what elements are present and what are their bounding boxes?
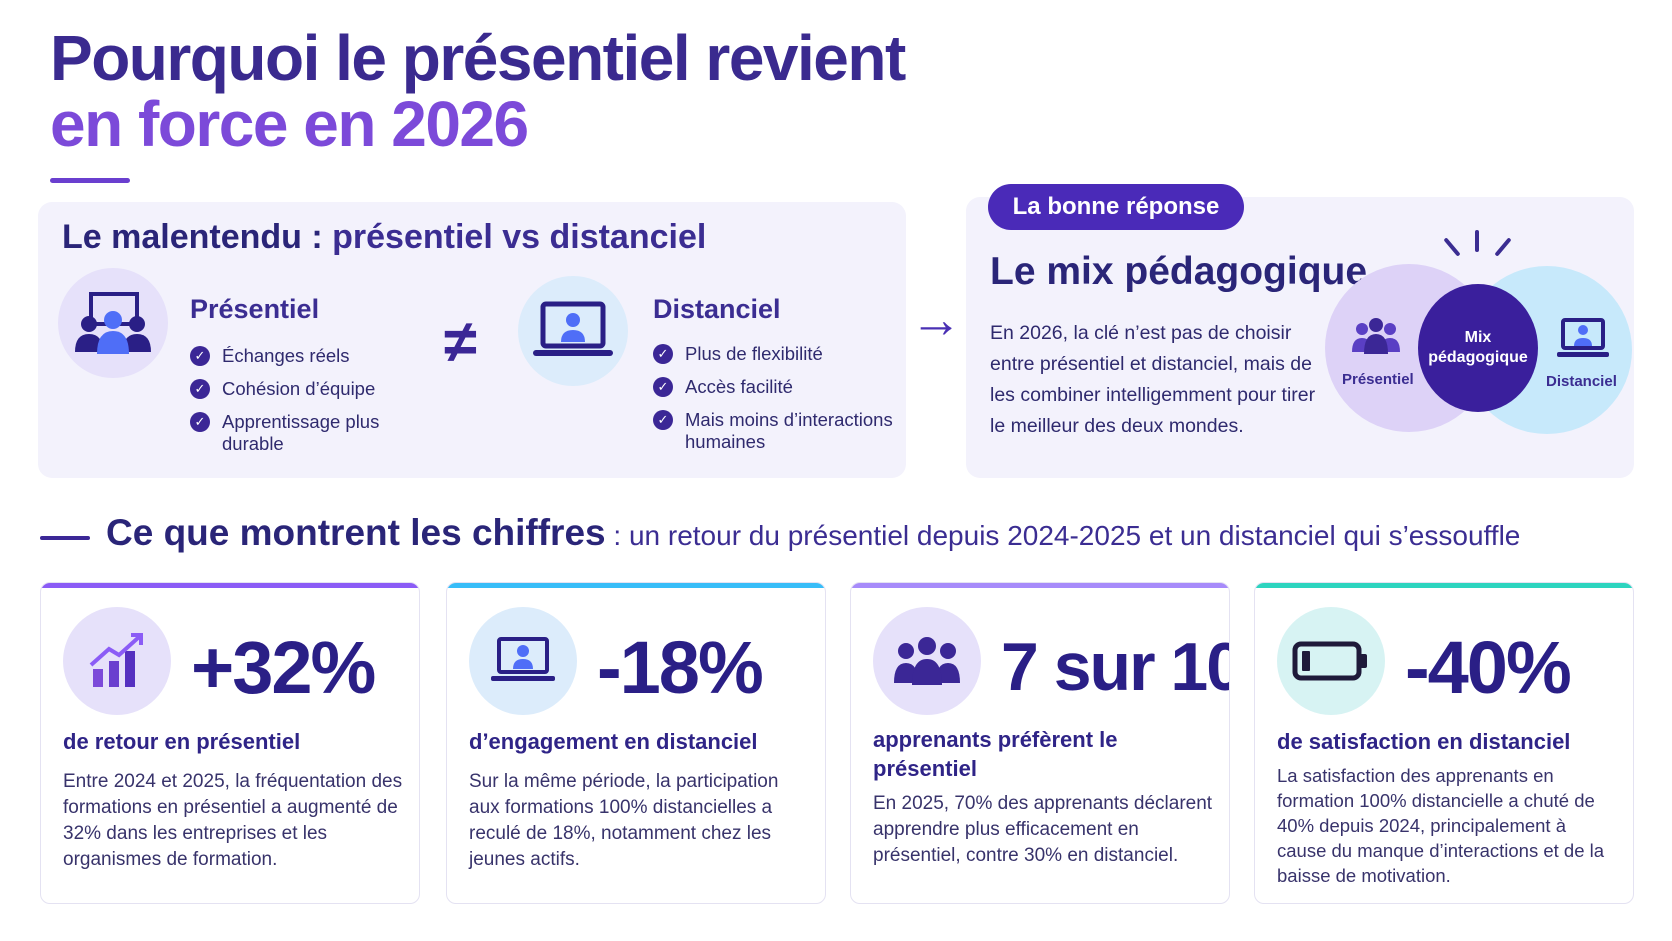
section-title-strong: Ce que montrent les chiffres [106, 512, 606, 553]
list-item: ✓ Cohésion d’équipe [190, 378, 430, 400]
card-accent-bar [41, 583, 419, 588]
check-icon: ✓ [653, 410, 673, 430]
stat-label: d’engagement en distanciel [469, 729, 758, 754]
presentiel-list: ✓ Échanges réels ✓ Cohésion d’équipe ✓ Appr… [190, 345, 430, 466]
stat-description: En 2025, 70% des apprenants déclarent ap… [873, 793, 1213, 866]
card-accent-bar [447, 583, 825, 588]
list-item: ✓ Mais moins d’interactions humaines [653, 409, 893, 453]
stat-description: Sur la même période, la participation au… [469, 771, 779, 870]
stat-icon-circle [1277, 607, 1385, 715]
growth-chart-icon [89, 633, 143, 687]
page-title-line-2: en force en 2026 [50, 88, 529, 160]
section-title: Ce que montrent les chiffres : un retour… [106, 512, 1520, 554]
stat-icon-circle [873, 607, 981, 715]
list-item: ✓ Apprentissage plus durable [190, 411, 430, 455]
group-people-icon [75, 292, 151, 354]
stat-value: +32% [191, 626, 376, 709]
malentendu-title-strong: Le malentendu : [62, 218, 323, 256]
section-dash [40, 536, 90, 540]
list-item: ✓ Accès facilité [653, 376, 893, 398]
check-icon: ✓ [190, 412, 210, 432]
distanciel-heading: Distanciel [653, 294, 781, 324]
distanciel-list: ✓ Plus de flexibilité ✓ Accès facilité ✓ Ma… [653, 343, 893, 464]
laptop-user-icon [533, 301, 613, 356]
mix-description: En 2026, la clé n’est pas de choisir ent… [990, 322, 1316, 437]
list-item: ✓ Plus de flexibilité [653, 343, 893, 365]
laptop-user-icon [1557, 318, 1609, 357]
check-icon: ✓ [653, 344, 673, 364]
stat-label: apprenants préfèrent le présentiel [873, 727, 1118, 781]
stat-value: -18% [597, 626, 764, 709]
stat-value: 7 sur 10 [1001, 629, 1230, 705]
card-accent-bar [851, 583, 1229, 588]
page-title-line-1: Pourquoi le présentiel revient [50, 22, 906, 94]
malentendu-title: Le malentendu : présentiel vs distanciel [62, 218, 706, 257]
venn-mix-line-1: Mix [1464, 329, 1492, 346]
venn-mix-circle: Mix pédagogique [1418, 284, 1538, 412]
malentendu-panel [38, 202, 906, 478]
malentendu-title-rest: présentiel vs distanciel [322, 218, 707, 256]
mix-title: Le mix pédagogique [990, 250, 1368, 293]
check-icon: ✓ [653, 377, 673, 397]
distanciel-icon-circle [518, 276, 628, 386]
card-accent-bar [1255, 583, 1633, 588]
check-icon: ✓ [190, 346, 210, 366]
group-people-icon [894, 637, 960, 685]
stat-card: -18% d’engagement en distanciel Sur la m… [446, 582, 826, 904]
venn-distanciel-label: Distanciel [1546, 373, 1617, 390]
stat-icon-circle [469, 607, 577, 715]
title-underline [50, 178, 130, 183]
presentiel-heading: Présentiel [190, 294, 320, 324]
laptop-user-icon [491, 637, 555, 681]
list-item: ✓ Échanges réels [190, 345, 430, 367]
arrow-right-icon: → [910, 291, 962, 349]
not-equal-symbol: ≠ [444, 308, 477, 375]
stat-card: 7 sur 10 apprenants préfèrent le présent… [850, 582, 1230, 904]
stat-value: -40% [1405, 626, 1572, 709]
presentiel-icon-circle [58, 268, 168, 378]
section-title-light: : un retour du présentiel depuis 2024-20… [605, 520, 1521, 551]
group-people-icon [1352, 318, 1400, 354]
stat-card: +32% de retour en présentiel Entre 2024 … [40, 582, 420, 904]
stat-description: Entre 2024 et 2025, la fréquentation des… [63, 771, 403, 870]
stat-icon-circle [63, 607, 171, 715]
check-icon: ✓ [190, 379, 210, 399]
stat-card: -40% de satisfaction en distanciel La sa… [1254, 582, 1634, 904]
bonne-reponse-badge: La bonne réponse [988, 184, 1244, 230]
stat-label: de retour en présentiel [63, 729, 301, 754]
spark-line [1475, 230, 1479, 252]
venn-mix-line-2: pédagogique [1428, 349, 1528, 366]
low-battery-icon [1292, 641, 1367, 681]
venn-presentiel-label: Présentiel [1342, 371, 1414, 388]
stat-label: de satisfaction en distanciel [1277, 729, 1571, 754]
stat-description: La satisfaction des apprenants en format… [1277, 765, 1605, 886]
